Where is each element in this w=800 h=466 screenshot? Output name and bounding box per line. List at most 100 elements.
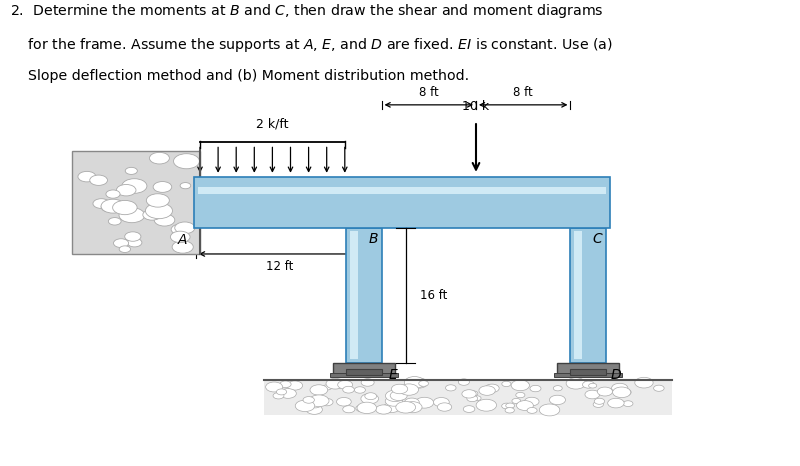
Circle shape [404,377,425,388]
Circle shape [462,390,476,398]
Text: Slope deflection method and (b) Moment distribution method.: Slope deflection method and (b) Moment d… [10,69,469,83]
Circle shape [357,402,377,413]
Circle shape [505,408,514,413]
Circle shape [502,403,512,409]
Circle shape [309,400,322,408]
Circle shape [613,387,630,397]
Circle shape [93,199,110,208]
Circle shape [119,208,145,223]
Circle shape [582,381,594,388]
Circle shape [113,200,137,215]
Circle shape [554,386,562,391]
Circle shape [550,395,566,404]
Circle shape [594,398,605,404]
Circle shape [356,405,367,412]
Circle shape [473,396,481,401]
Text: $C$: $C$ [592,232,604,246]
Bar [350,231,358,359]
Circle shape [598,387,613,396]
Circle shape [78,171,96,182]
Circle shape [585,390,600,399]
Text: 2.  Determine the moments at $B$ and $C$, then draw the shear and moment diagram: 2. Determine the moments at $B$ and $C$,… [10,2,603,21]
Circle shape [618,389,631,396]
Text: $A$: $A$ [177,233,188,247]
Bar [570,228,606,363]
Circle shape [127,238,142,247]
Text: $E$: $E$ [388,368,398,382]
Circle shape [466,395,478,402]
Circle shape [322,385,332,390]
Circle shape [273,392,284,399]
Circle shape [153,182,172,192]
Bar [194,177,610,228]
Circle shape [309,395,329,407]
Circle shape [539,404,560,416]
Circle shape [515,381,529,389]
Circle shape [608,398,624,408]
Circle shape [101,202,118,212]
Circle shape [566,378,586,389]
Circle shape [589,384,597,388]
Circle shape [502,381,511,387]
Circle shape [126,167,138,174]
Circle shape [342,386,354,393]
Circle shape [310,385,328,395]
Circle shape [116,185,136,196]
Bar [570,369,606,375]
Circle shape [174,222,195,234]
Circle shape [418,381,429,386]
Circle shape [361,394,378,404]
Circle shape [399,384,418,395]
Circle shape [280,389,296,398]
Bar [558,363,619,374]
Circle shape [434,397,450,407]
Circle shape [463,406,475,412]
Circle shape [101,199,125,213]
Circle shape [125,232,141,241]
Circle shape [90,175,107,185]
Circle shape [654,385,664,391]
Text: 8 ft: 8 ft [419,86,438,99]
Circle shape [337,397,351,406]
Text: 10 k: 10 k [462,100,490,113]
Circle shape [446,385,456,391]
Circle shape [512,398,521,404]
Circle shape [524,397,539,406]
Circle shape [365,393,377,400]
Circle shape [634,377,653,388]
Circle shape [108,218,121,225]
Circle shape [623,401,633,406]
Circle shape [386,390,405,402]
Circle shape [390,391,407,400]
Circle shape [438,403,452,411]
Text: $B$: $B$ [368,232,378,246]
Bar [574,231,582,359]
Circle shape [146,203,173,219]
Circle shape [154,214,174,226]
Circle shape [376,405,391,414]
Circle shape [338,380,353,389]
Circle shape [485,384,499,392]
Circle shape [320,398,333,406]
Circle shape [171,224,190,235]
Circle shape [391,384,408,394]
Circle shape [476,399,497,411]
Text: 8 ft: 8 ft [514,86,533,99]
Circle shape [122,179,147,193]
Circle shape [266,382,282,392]
Bar [346,369,382,375]
Circle shape [403,402,422,413]
Circle shape [326,378,344,389]
Circle shape [458,379,470,385]
Text: $D$: $D$ [610,368,622,382]
Circle shape [593,401,603,407]
Circle shape [303,397,314,403]
Circle shape [511,380,530,391]
Bar [264,380,672,415]
Circle shape [386,396,402,406]
Circle shape [479,386,495,395]
Circle shape [295,400,314,411]
Circle shape [306,405,322,414]
Circle shape [143,209,162,220]
Circle shape [106,190,120,198]
